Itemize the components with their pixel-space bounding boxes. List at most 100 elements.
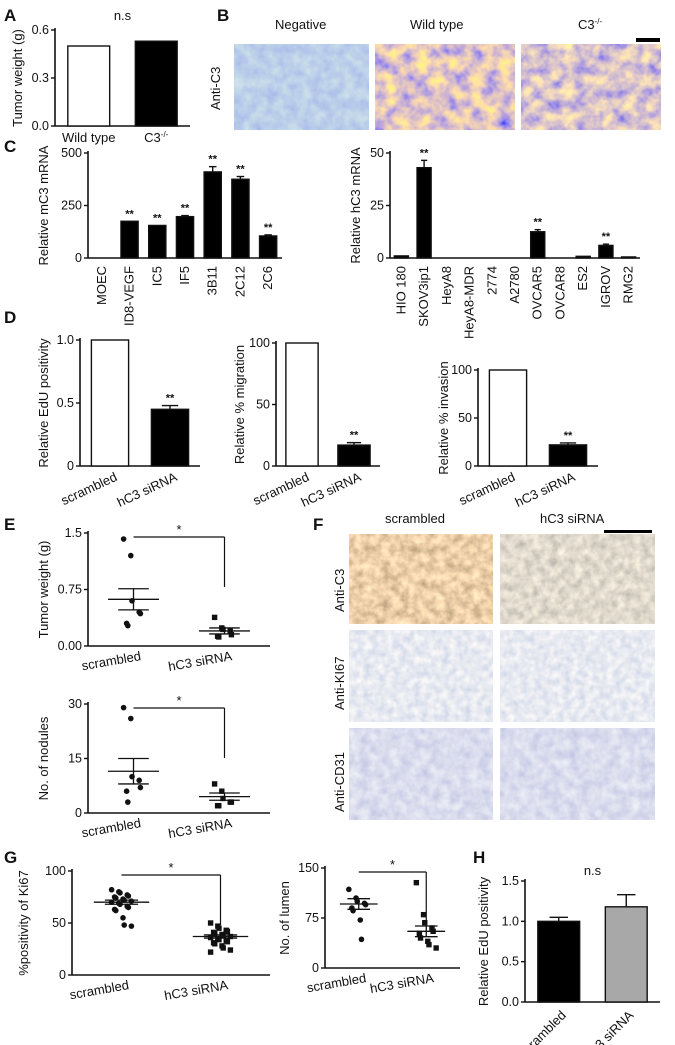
bar [416, 166, 432, 259]
significance-star: ** [208, 154, 217, 166]
y-tick-label: 15 [68, 752, 82, 766]
data-point [128, 923, 135, 929]
x-category-label: OVCAR5 [530, 266, 545, 319]
data-point [212, 941, 218, 947]
data-point [358, 936, 365, 943]
x-category-label: HIO 180 [393, 266, 408, 314]
panel-label-b: B [217, 6, 229, 25]
bar [231, 178, 250, 259]
data-point [420, 911, 427, 918]
y-tick-label: 75 [305, 911, 319, 925]
x-category-label: hC3 siRNA [163, 977, 229, 1003]
x-category-label: hC3 siRNA [580, 1007, 636, 1045]
y-axis-label: Tumor weight (g) [36, 541, 51, 639]
bar [258, 235, 278, 259]
x-category-label: hC3 siRNA [299, 469, 364, 510]
data-point [207, 949, 214, 955]
panel-b-col-c3ko-text: C3 [578, 17, 595, 32]
data-point [228, 632, 235, 638]
panel-b-col-c3ko: C3-/- [578, 17, 603, 32]
bar [285, 342, 319, 467]
micrograph-cd31-sirna [499, 727, 656, 821]
bar [604, 906, 648, 1003]
data-point [113, 907, 119, 914]
chart-h: 0.0 0.5 1.0 1.5 Relative EdU positivity scram… [476, 863, 660, 1045]
y-tick-label: 1.0 [502, 914, 519, 928]
data-point [425, 938, 431, 945]
y-tick-label: 0.0 [502, 995, 519, 1009]
x-category-label: hC3 siRNA [369, 970, 435, 996]
panel-b-micrographs: Anti-C3 Negative Wild type C3-/- [208, 17, 662, 131]
bar [598, 244, 614, 259]
data-point [413, 879, 420, 886]
x-category-label: ID8-VEGF [122, 266, 137, 326]
data-point [417, 935, 424, 941]
y-tick-label: 0 [75, 251, 82, 265]
panel-f-row-ki67: Anti-KI67 [332, 657, 347, 710]
y-axis-label: Relative EdU positivity [36, 338, 51, 468]
chart-e-1: 0.00 0.75 1.5 Tumor weight (g) scrambled hC3 … [36, 522, 270, 674]
panel-f-row-cd31: Anti-CD31 [332, 752, 347, 812]
x-category-label: scrambled [516, 1008, 569, 1045]
significance-star: ** [264, 222, 273, 234]
data-point [125, 904, 132, 911]
x-category-label: C3-/- [144, 130, 169, 145]
x-category-label: hC3 siRNA [513, 469, 578, 510]
x-category-label: 3B11 [205, 266, 220, 295]
bar [548, 444, 588, 467]
chart-c-right: 0 25 50 Relative hC3 mRNA HIO 180 SKOV3ip1 Hey… [348, 146, 640, 339]
significance-star: ** [166, 393, 175, 405]
x-category-label: scrambled [457, 469, 518, 508]
x-category-sup: -/- [161, 130, 169, 139]
x-category-label: scrambled [68, 977, 130, 1002]
data-point [123, 788, 130, 794]
panel-label-f: F [313, 515, 323, 534]
data-point [426, 941, 432, 948]
data-point [137, 784, 144, 791]
data-point [224, 939, 231, 945]
bar [134, 40, 178, 127]
x-category-label: IC5 [149, 266, 164, 286]
chart-g-1: 0 50 100 %positivity of Ki67 scrambled hC3 si… [16, 860, 270, 1003]
micrograph-ki67-sirna [499, 629, 656, 723]
micrograph-cd31-scrambled [348, 727, 494, 821]
y-tick-label: 50 [52, 916, 66, 930]
chart-d-1: 0 0.5 1.0 Relative EdU positivity scrambledh… [36, 333, 200, 510]
data-point [220, 795, 226, 802]
x-category-label: RMG2 [621, 266, 636, 304]
x-category-label: Wild type [62, 130, 115, 145]
bar [120, 220, 139, 259]
data-point [125, 799, 131, 805]
significance-star: ** [125, 208, 134, 220]
y-tick-label: 30 [68, 697, 82, 711]
y-tick-label: 0 [263, 459, 270, 473]
data-point [220, 945, 226, 951]
panel-f-micrographs: scrambled hC3 siRNA Anti-C3 Anti-KI67 An… [332, 511, 656, 821]
data-point [216, 936, 222, 943]
data-point [125, 622, 131, 629]
x-category-label: 2774 [484, 266, 499, 295]
x-category-label: OVCAR8 [552, 266, 567, 319]
y-tick-label: 1.0 [57, 333, 74, 347]
y-axis-label: Relative EdU positivity [476, 876, 491, 1006]
annotation-ns: n.s [114, 8, 132, 23]
significance-star: ** [533, 217, 542, 229]
x-category-label: scrambled [80, 648, 142, 673]
data-point [422, 919, 428, 926]
y-axis-label: Tumor weight (g) [10, 29, 25, 127]
x-category-label: SKOV3ip1 [416, 266, 431, 327]
panel-label-a: A [4, 6, 16, 25]
y-tick-label: 100 [451, 363, 472, 377]
data-point [228, 799, 235, 805]
y-tick-label: 0.3 [32, 71, 49, 85]
y-axis-label: Relative % migration [232, 345, 247, 464]
y-tick-label: 0 [67, 459, 74, 473]
data-point [207, 920, 214, 926]
micrograph-negative [233, 43, 370, 131]
significance-star: * [390, 857, 395, 872]
bar [575, 255, 591, 259]
y-axis-label: No. of nodules [36, 716, 51, 800]
panel-label-h: H [473, 848, 485, 867]
micrograph-c3-sirna [499, 533, 656, 625]
